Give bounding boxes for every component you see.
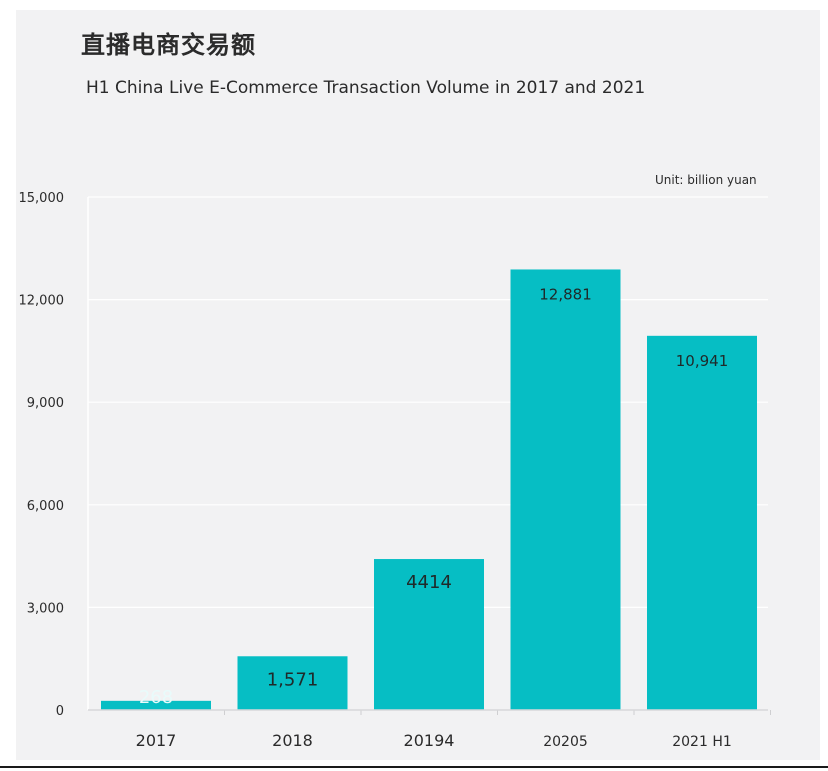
x-tick-label: 20194 xyxy=(404,731,455,750)
x-tick-label: 2017 xyxy=(136,731,177,750)
data-label: 10,941 xyxy=(676,352,729,370)
x-tick-label: 20205 xyxy=(543,734,588,750)
data-label: 1,571 xyxy=(267,669,319,690)
bottom-divider xyxy=(0,766,828,768)
y-tick-label: 9,000 xyxy=(27,396,64,411)
data-label: 4414 xyxy=(406,572,452,593)
x-tick-label: 2018 xyxy=(272,731,313,750)
y-tick-label: 12,000 xyxy=(19,294,65,309)
bar xyxy=(511,269,621,710)
data-label: 12,881 xyxy=(539,285,592,303)
y-tick-label: 3,000 xyxy=(27,601,64,616)
x-tick-label: 2021 H1 xyxy=(672,734,732,750)
bar xyxy=(647,336,757,710)
y-tick-label: 15,000 xyxy=(19,191,65,206)
y-tick-label: 6,000 xyxy=(27,499,64,514)
data-label: 268 xyxy=(139,687,173,708)
y-tick-label: 0 xyxy=(56,704,64,719)
